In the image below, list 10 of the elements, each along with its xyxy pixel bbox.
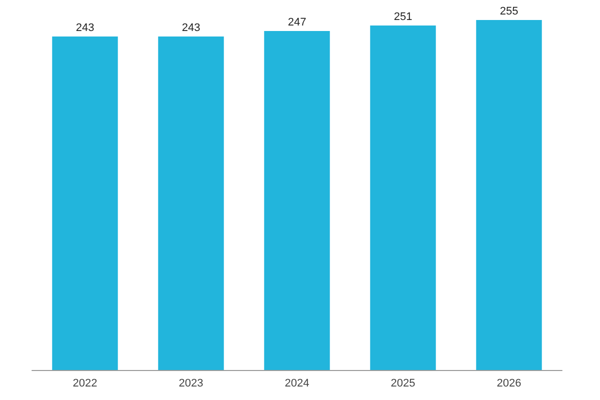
data-label: 251 bbox=[394, 10, 412, 23]
x-tick-label: 2024 bbox=[284, 378, 310, 390]
data-label: 243 bbox=[76, 22, 94, 34]
x-tick-label: 2022 bbox=[72, 378, 98, 390]
x-tick-label: 2023 bbox=[178, 378, 204, 390]
data-label: 255 bbox=[500, 6, 518, 18]
x-tick-label: 2025 bbox=[390, 378, 416, 390]
data-label: 243 bbox=[182, 22, 200, 34]
data-label: 247 bbox=[288, 16, 306, 28]
x-tick-label: 2026 bbox=[496, 378, 522, 390]
